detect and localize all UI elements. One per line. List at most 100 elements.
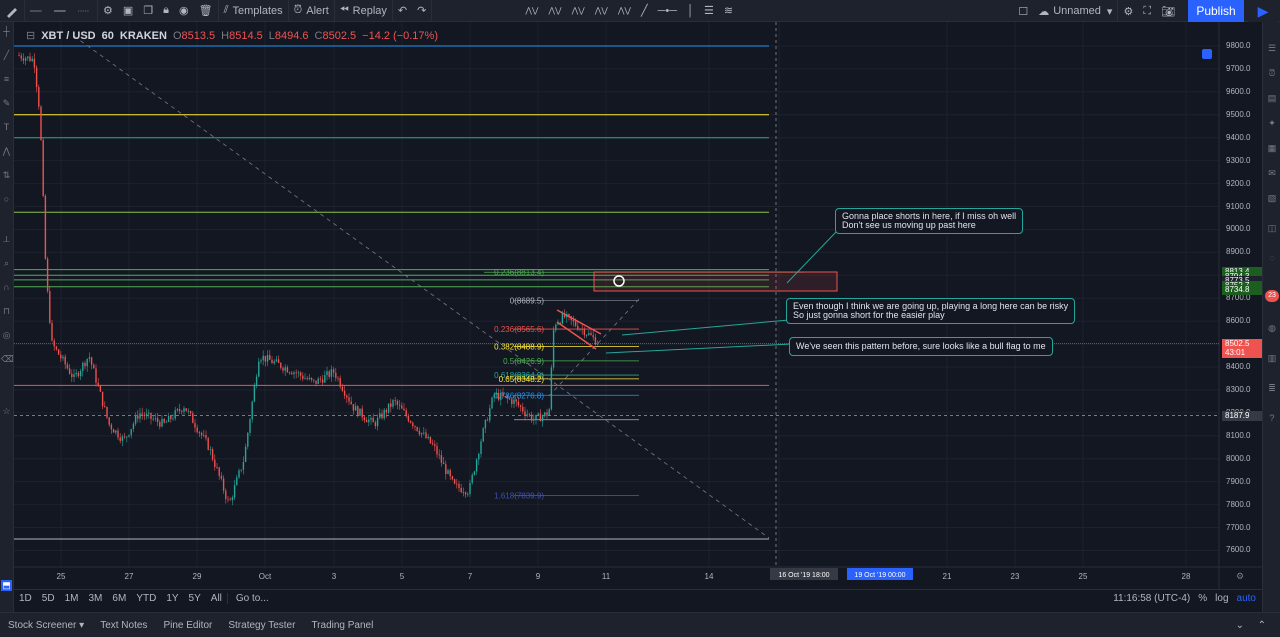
- range-ytd[interactable]: YTD: [136, 593, 157, 604]
- hide-drawings-icon[interactable]: ◎: [2, 330, 11, 340]
- tab-text-notes[interactable]: Text Notes: [100, 619, 148, 631]
- pattern-icon[interactable]: ⋀: [2, 146, 11, 156]
- maximize-panel-icon[interactable]: ⌃: [1257, 619, 1266, 631]
- redo-button[interactable]: ↷: [412, 0, 433, 22]
- range-1y[interactable]: 1Y: [166, 593, 179, 604]
- layout-checkbox[interactable]: ☐: [1013, 0, 1033, 22]
- pattern-cypher-button[interactable]: ⋀⋁: [590, 0, 613, 22]
- chart-canvas[interactable]: 0.236(8813.4) 0(8689.5) 0.236(8565.6) 0.382…: [14, 22, 1262, 589]
- pattern-xabcd-button[interactable]: ⋀⋁: [567, 0, 590, 22]
- line-style-button[interactable]: [73, 0, 98, 22]
- clock[interactable]: 11:16:58 (UTC-4): [1113, 593, 1191, 604]
- calendar-icon[interactable]: ▦: [1267, 143, 1277, 153]
- fib-icon[interactable]: ≡: [3, 74, 10, 84]
- clone-button[interactable]: ▣: [118, 0, 138, 22]
- chart-pane[interactable]: 0.236(8813.4) 0(8689.5) 0.236(8565.6) 0.382…: [14, 22, 1262, 612]
- axis-settings-icon[interactable]: ⚙: [1236, 571, 1244, 581]
- brush-icon[interactable]: ✎: [2, 98, 11, 108]
- fib-retracement-button[interactable]: ☰: [699, 0, 719, 22]
- remove-drawings-icon[interactable]: ⌫: [1, 354, 14, 364]
- settings-button[interactable]: ⚙: [98, 0, 118, 22]
- time-axis-label: 3: [332, 572, 337, 581]
- symbol-name[interactable]: XBT / USD: [41, 29, 96, 42]
- alert-button[interactable]: ⏰︎ Alert: [289, 0, 335, 22]
- pattern-abcd-button[interactable]: ⋀⋁: [543, 0, 566, 22]
- range-1m[interactable]: 1M: [64, 593, 79, 604]
- replay-button[interactable]: ⏪︎ Replay: [335, 0, 393, 22]
- notifications-icon[interactable]: ◍: [1268, 323, 1276, 333]
- callout-shorts[interactable]: Gonna place shorts in here, if I miss oh…: [835, 208, 1024, 234]
- help-icon[interactable]: ?: [1269, 413, 1275, 423]
- candle-body: [493, 394, 495, 398]
- order-panel-icon[interactable]: ▥: [1267, 353, 1277, 363]
- callout-bullflag[interactable]: We've seen this pattern before, sure loo…: [789, 337, 1053, 356]
- tree-icon[interactable]: ⬒: [1, 580, 12, 591]
- tab-trading-panel[interactable]: Trading Panel: [311, 619, 374, 631]
- candle-body: [68, 368, 71, 374]
- lock-button[interactable]: 🔒︎: [158, 0, 174, 22]
- streams-icon[interactable]: ◫: [1267, 223, 1277, 233]
- notification-badge[interactable]: 23: [1265, 290, 1279, 302]
- zoom-icon[interactable]: ⌕: [3, 258, 10, 268]
- line-width-button[interactable]: [49, 0, 73, 22]
- range-all[interactable]: All: [210, 593, 222, 604]
- layout-dropdown[interactable]: ☁︎ Unnamed ▾: [1033, 0, 1119, 22]
- data-window-icon[interactable]: ▤: [1267, 93, 1277, 103]
- news-icon[interactable]: ▧: [1267, 193, 1277, 203]
- log-toggle[interactable]: log: [1215, 593, 1229, 604]
- lock-drawings-icon[interactable]: ⊓: [2, 306, 11, 316]
- dom-icon[interactable]: ≣: [1268, 383, 1276, 393]
- pattern-wave-button[interactable]: ⋀⋁: [613, 0, 636, 22]
- shapes-icon[interactable]: ○: [3, 194, 10, 204]
- horizontal-line-button[interactable]: ─•─: [653, 0, 682, 22]
- magnet-icon[interactable]: ∩: [3, 282, 10, 292]
- hide-button[interactable]: ◉: [174, 0, 194, 22]
- tab-stock-screener[interactable]: Stock Screener ▾: [8, 619, 85, 631]
- ruler-icon[interactable]: ⟂: [3, 234, 10, 244]
- callout-long[interactable]: Even though I think we are going up, pla…: [786, 298, 1076, 324]
- tab-pine-editor[interactable]: Pine Editor: [163, 619, 213, 631]
- alerts-icon[interactable]: ⏰︎: [1268, 68, 1276, 78]
- vertical-line-button[interactable]: │: [682, 0, 699, 22]
- fib-fan-button[interactable]: ≋: [719, 0, 738, 22]
- range-1d[interactable]: 1D: [19, 593, 32, 604]
- visual-order-button[interactable]: ❐: [138, 0, 158, 22]
- goto-button[interactable]: Go to...: [226, 593, 274, 604]
- trend-line-icon[interactable]: ╱: [3, 50, 10, 60]
- remove-button[interactable]: 🗑︎: [194, 0, 219, 22]
- ideas-icon[interactable]: ✉: [1268, 168, 1276, 178]
- fullscreen-button[interactable]: ⛶: [1138, 0, 1156, 22]
- range-3m[interactable]: 3M: [88, 593, 103, 604]
- range-5d[interactable]: 5D: [41, 593, 55, 604]
- trend-line-button[interactable]: ╱: [636, 0, 653, 22]
- prediction-icon[interactable]: ⇅: [2, 170, 11, 180]
- undo-button[interactable]: ↶: [393, 0, 412, 22]
- save-icon[interactable]: [1202, 49, 1212, 59]
- alarm-clock-icon: ⏰︎: [293, 4, 303, 16]
- tab-strategy-tester[interactable]: Strategy Tester: [228, 619, 296, 631]
- auto-toggle[interactable]: auto: [1236, 593, 1256, 604]
- line-color-button[interactable]: [25, 0, 49, 22]
- publish-button[interactable]: Publish: [1188, 0, 1244, 22]
- chat-icon[interactable]: ◌: [1269, 253, 1275, 263]
- watchlist-icon[interactable]: ☰: [1267, 43, 1277, 53]
- snapshot-button[interactable]: 📷︎: [1156, 0, 1180, 22]
- favorites-icon[interactable]: ☆: [2, 406, 11, 416]
- candle-body: [139, 413, 141, 419]
- hotlist-icon[interactable]: ✦: [1268, 118, 1276, 128]
- range-5y[interactable]: 5Y: [188, 593, 201, 604]
- percent-toggle[interactable]: %: [1198, 593, 1208, 604]
- templates-button[interactable]: ⫽ Templates: [219, 0, 289, 22]
- collapse-icon[interactable]: ⊟: [26, 30, 36, 42]
- play-button[interactable]: ▶: [1248, 0, 1278, 22]
- text-icon[interactable]: T: [3, 122, 10, 132]
- collapse-panel-icon[interactable]: ⌄: [1235, 619, 1244, 631]
- candle-body: [130, 428, 132, 436]
- chart-settings-button[interactable]: ⚙: [1118, 0, 1138, 22]
- pattern-tool-button[interactable]: ⋀⋁: [520, 0, 543, 22]
- candle-body: [502, 392, 504, 397]
- cursor-icon[interactable]: ┼: [3, 26, 10, 36]
- candle-body: [425, 432, 427, 439]
- range-6m[interactable]: 6M: [112, 593, 127, 604]
- brush-tool-button[interactable]: [0, 0, 25, 22]
